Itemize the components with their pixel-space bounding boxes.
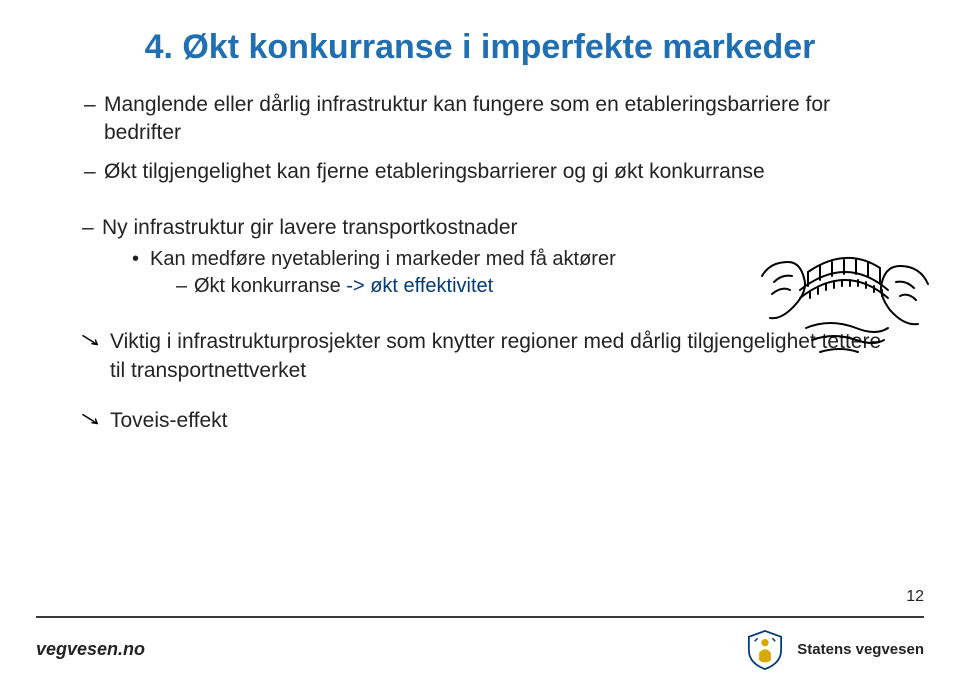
crest-icon [743,628,787,672]
slide-title: 4. Økt konkurranse i imperfekte markeder [66,28,894,67]
logo: Statens vegvesen [743,628,924,672]
page-number: 12 [906,588,924,606]
arrow-icon [82,413,100,427]
bullet-list: Manglende eller dårlig infrastruktur kan… [84,91,894,186]
arrow-bullet-item: Toveis-effekt [82,407,894,435]
bullet-text-plain: Økt konkurranse [194,275,341,297]
bullet-item: Manglende eller dårlig infrastruktur kan… [84,91,894,148]
bridge-illustration [760,232,930,372]
bullet-text: Ny infrastruktur gir lavere transportkos… [102,216,518,239]
bullet-text: Toveis-effekt [110,409,228,432]
footer: vegvesen.no Statens vegvesen [0,618,960,682]
slide: 4. Økt konkurranse i imperfekte markeder… [0,0,960,682]
bullet-text: Kan medføre nyetablering i markeder med … [150,248,616,270]
org-name: Statens vegvesen [797,642,924,659]
arrow-icon [82,334,100,348]
site-label: vegvesen.no [36,639,145,660]
bullet-item: Økt tilgjengelighet kan fjerne etablerin… [84,158,894,186]
bullet-text-accent: -> økt effektivitet [341,275,493,297]
